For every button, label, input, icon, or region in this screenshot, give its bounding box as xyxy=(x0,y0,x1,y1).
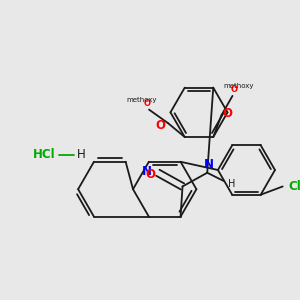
Text: O: O xyxy=(155,119,165,132)
Text: methoxy: methoxy xyxy=(223,83,253,89)
Text: O: O xyxy=(144,99,151,108)
Text: HCl: HCl xyxy=(33,148,56,161)
Text: N: N xyxy=(204,158,214,171)
Text: N: N xyxy=(142,165,152,178)
Text: O: O xyxy=(222,106,233,120)
Text: Cl: Cl xyxy=(288,180,300,193)
Text: O: O xyxy=(145,168,155,181)
Text: H: H xyxy=(77,148,86,161)
Text: methoxy: methoxy xyxy=(126,97,156,103)
Text: H: H xyxy=(228,179,235,189)
Text: O: O xyxy=(231,85,238,94)
